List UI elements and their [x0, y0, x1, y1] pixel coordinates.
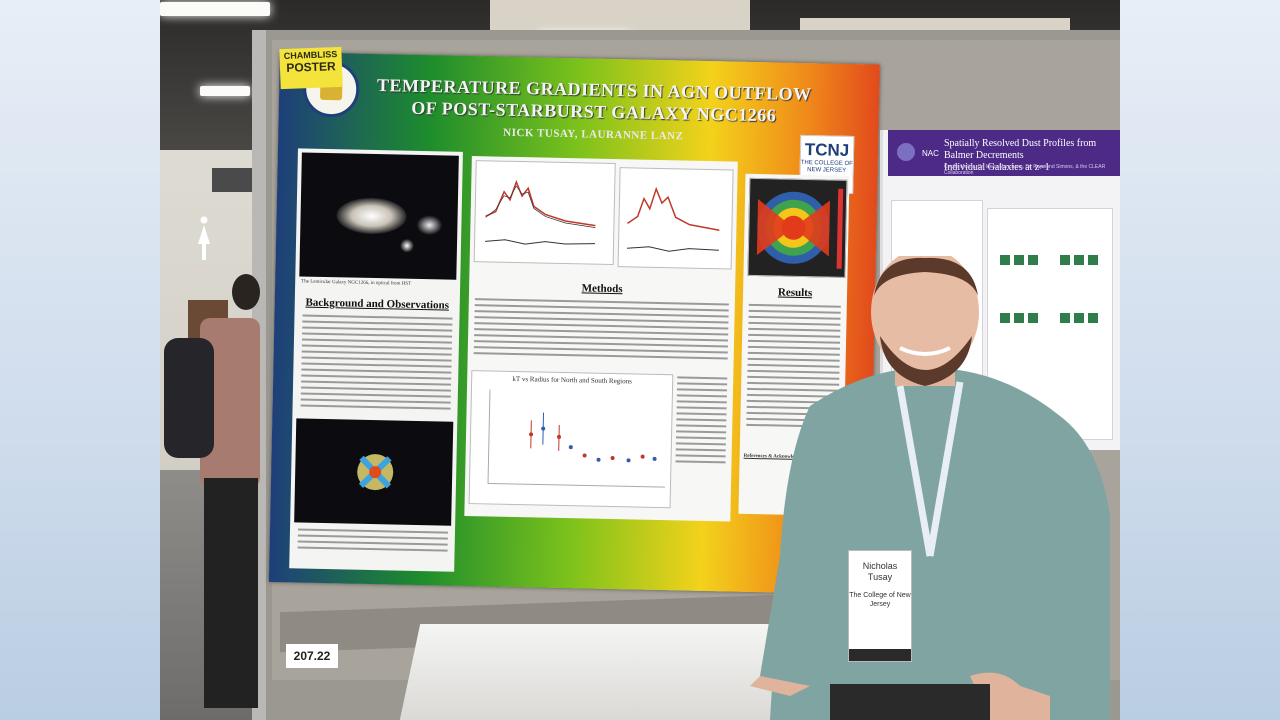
- board-number: 207.22: [286, 644, 338, 668]
- research-poster: TEMPERATURE GRADIENTS IN AGN OUTFLOW OF …: [268, 52, 880, 595]
- presenter: [750, 256, 1110, 720]
- poster-right-column: Results References & Acknowledgments: [738, 173, 850, 516]
- background-text: [300, 314, 453, 414]
- neighbor-title-line2: Individual Galaxies at z~1: [944, 162, 1050, 173]
- chambliss-sticky-note: CHAMBLISS POSTER: [279, 46, 343, 90]
- ceiling-light: [200, 86, 250, 96]
- wall-sign: [212, 168, 252, 192]
- kt-chart-points: [487, 389, 665, 488]
- methods-side-text: [675, 376, 728, 467]
- methods-text: [473, 298, 729, 363]
- galaxy-image: [299, 152, 459, 280]
- badge-first-name: Nicholas: [862, 561, 898, 571]
- background-heading: Background and Observations: [305, 296, 450, 312]
- sticky-line2: POSTER: [286, 59, 336, 75]
- neighbor-poster-authors: Cecilia Malina, Dr. Ineka Mancheno, Dr. …: [944, 164, 1106, 176]
- temperature-map: [747, 177, 848, 278]
- tcnj-logo-subtext: THE COLLEGE OF NEW JERSEY: [800, 159, 853, 174]
- spectrum-plot-right: [617, 167, 734, 270]
- institution-logos-icon: NAC: [897, 143, 939, 161]
- name-badge: Nicholas Tusay The College of New Jersey: [848, 550, 912, 662]
- xray-image: [294, 418, 454, 526]
- star: [399, 238, 415, 253]
- methods-heading: Methods: [581, 282, 623, 296]
- badge-strip: [849, 649, 911, 661]
- galaxy-blob: [416, 214, 443, 236]
- restroom-sign-icon: [198, 216, 210, 260]
- poster-left-column: The Lenticular Galaxy NGC1266, in optica…: [289, 148, 463, 572]
- neighbor-title-line1: Spatially Resolved Dust Profiles from Ba…: [944, 138, 1097, 161]
- xray-caption-text: [297, 528, 448, 555]
- neighbor-poster-title: Spatially Resolved Dust Profiles from Ba…: [944, 138, 1120, 174]
- galaxy-blob: [336, 197, 407, 235]
- temperature-rings-icon: [756, 188, 844, 269]
- poster-authors: NICK TUSAY, LAURANNE LANZ: [503, 126, 684, 143]
- photo: TEMPERATURE GRADIENTS IN AGN OUTFLOW OF …: [160, 0, 1120, 720]
- neighbor-poster-header: NAC Spatially Resolved Dust Profiles fro…: [888, 130, 1120, 176]
- svg-text:NAC: NAC: [922, 149, 939, 158]
- poster-middle-column: Methods kT vs Radius for North and South…: [464, 156, 738, 522]
- xray-emission-icon: [357, 454, 394, 491]
- ceiling-light: [160, 2, 270, 16]
- tcnj-logo-text: TCNJ: [804, 140, 850, 160]
- badge-organization: The College of New Jersey: [849, 592, 911, 608]
- spectrum-plot-left: [473, 160, 616, 266]
- badge-last-name: Tusay: [867, 572, 893, 582]
- poster-title: TEMPERATURE GRADIENTS IN AGN OUTFLOW OF …: [359, 74, 830, 128]
- background-person: [164, 274, 260, 708]
- galaxy-caption: The Lenticular Galaxy NGC1266, in optica…: [301, 279, 412, 287]
- kt-radius-chart: kT vs Radius for North and South Regions: [468, 370, 674, 509]
